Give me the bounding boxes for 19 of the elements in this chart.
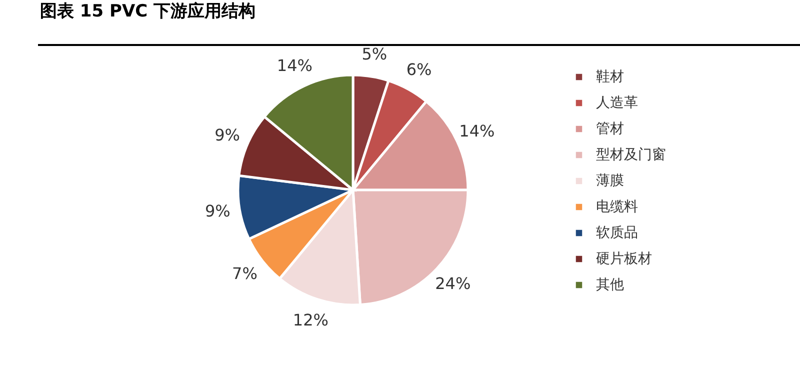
legend-label: 其他 bbox=[596, 277, 624, 293]
legend-label: 型材及门窗 bbox=[596, 147, 666, 163]
data-label: 12% bbox=[292, 310, 328, 330]
data-label: 6% bbox=[406, 60, 432, 79]
chart-title: 图表 15 PVC 下游应用结构 bbox=[40, 2, 256, 22]
data-label: 24% bbox=[435, 274, 471, 293]
data-label: 14% bbox=[459, 122, 495, 141]
legend-label: 管材 bbox=[596, 121, 624, 137]
legend-label: 鞋材 bbox=[596, 69, 624, 85]
data-label: 14% bbox=[276, 56, 312, 76]
data-label: 7% bbox=[232, 264, 258, 283]
data-label: 5% bbox=[362, 44, 388, 64]
legend-label: 薄膜 bbox=[596, 173, 624, 189]
data-label: 9% bbox=[204, 201, 230, 220]
legend-label: 电缆料 bbox=[596, 199, 638, 215]
data-label: 9% bbox=[214, 126, 240, 145]
legend-label: 人造革 bbox=[596, 95, 638, 111]
legend-label: 软质品 bbox=[596, 225, 638, 241]
legend-label: 硬片板材 bbox=[596, 251, 652, 267]
